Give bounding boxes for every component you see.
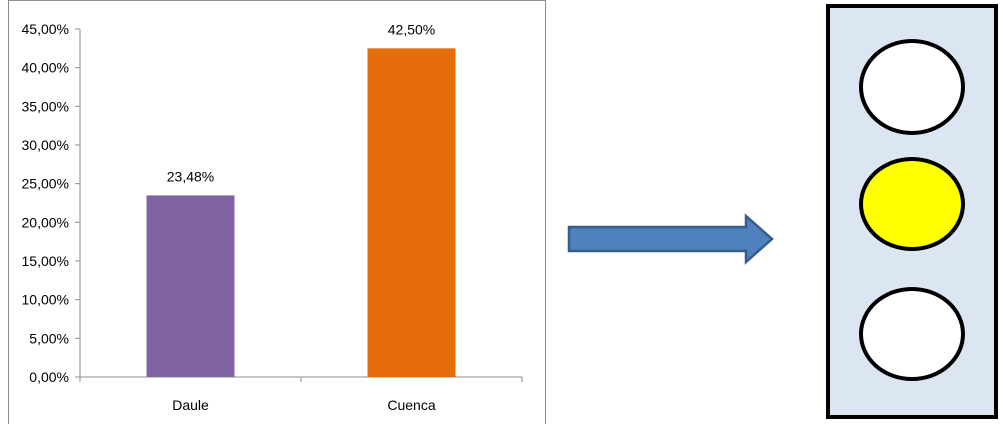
arrow-shape <box>567 213 774 265</box>
data-labels: 23,48% 42,50% <box>167 21 435 184</box>
data-label-daule: 23,48% <box>167 168 214 184</box>
y-tick-label: 20,00% <box>22 214 69 230</box>
y-tick-label: 5,00% <box>29 330 69 346</box>
x-tick-label-cuenca: Cuenca <box>387 397 435 413</box>
y-tick-label: 0,00% <box>29 369 69 385</box>
y-tick-label: 40,00% <box>22 60 69 76</box>
y-axis: 0,00% 5,00% 10,00% 15,00% 20,00% 25,00% 30,00%… <box>22 21 81 385</box>
traffic-light-bottom <box>859 287 965 381</box>
right-arrow-icon <box>567 213 774 265</box>
bars <box>146 48 456 377</box>
y-tick-label: 35,00% <box>22 98 69 114</box>
data-label-cuenca: 42,50% <box>388 21 435 37</box>
y-tick-label: 10,00% <box>22 292 69 308</box>
traffic-light-middle <box>859 157 965 251</box>
y-tick-label: 25,00% <box>22 176 69 192</box>
y-tick-label: 15,00% <box>22 253 69 269</box>
bar-cuenca <box>367 48 456 377</box>
y-tick-label: 30,00% <box>22 137 69 153</box>
y-tick-label: 45,00% <box>22 21 69 37</box>
traffic-light <box>826 4 998 419</box>
traffic-light-top <box>859 39 965 135</box>
chart-border <box>8 0 546 424</box>
bar-chart: 0,00% 5,00% 10,00% 15,00% 20,00% 25,00% 30,00%… <box>8 0 546 424</box>
bar-daule <box>146 195 235 377</box>
x-tick-label-daule: Daule <box>172 397 209 413</box>
